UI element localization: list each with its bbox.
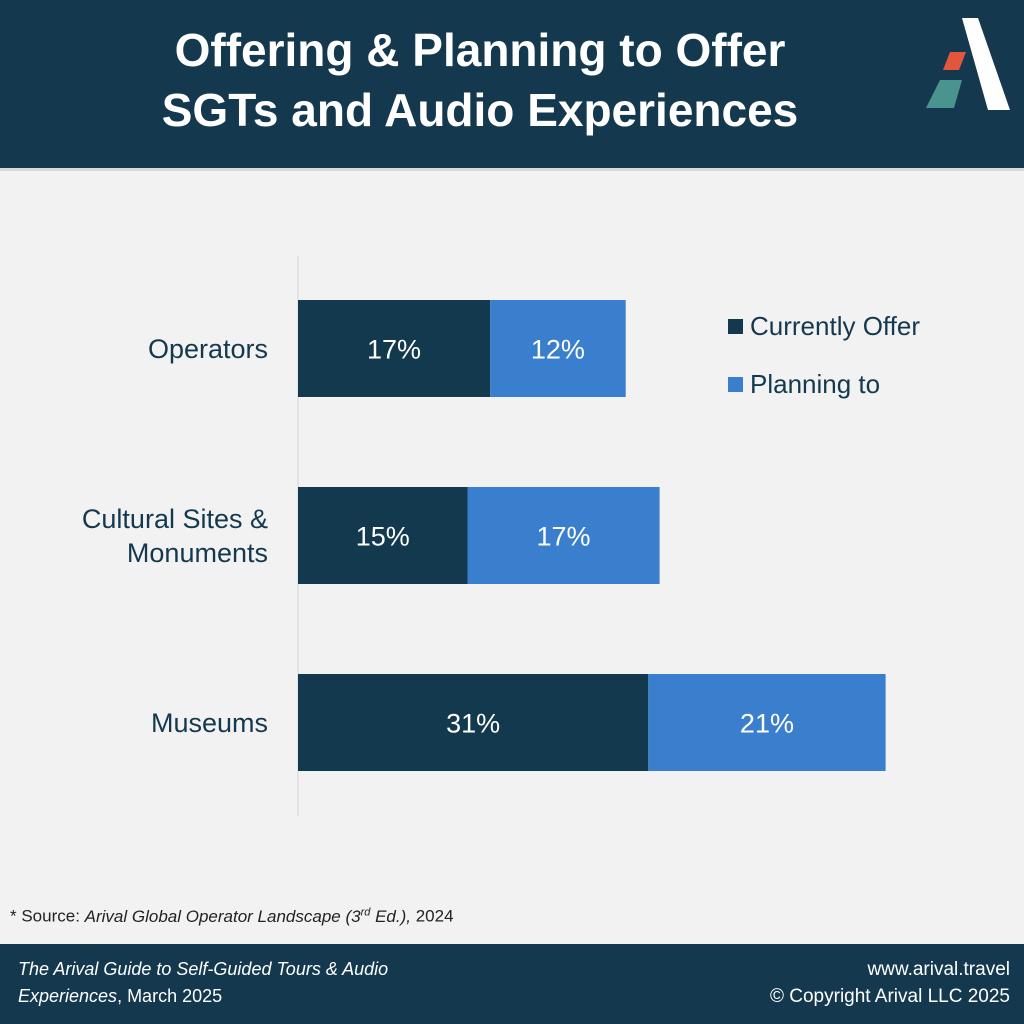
category-label-line: Monuments xyxy=(126,537,268,568)
data-label-planning-to-0: 12% xyxy=(531,335,585,365)
source-title: Arival Global Operator Landscape (3rd Ed… xyxy=(84,906,411,926)
footer-bar: The Arival Guide to Self-Guided Tours & … xyxy=(0,944,1024,1024)
source-note: * Source: Arival Global Operator Landsca… xyxy=(10,906,454,927)
footer-publication: The Arival Guide to Self-Guided Tours & … xyxy=(18,956,488,1010)
source-prefix: * Source: xyxy=(10,906,85,926)
legend-item-planning-to: Planning to xyxy=(728,367,920,401)
footer-guide-title: The Arival Guide to Self-Guided Tours & … xyxy=(18,959,389,1006)
stacked-bar-chart: 17% 12% 15% 17% 31% 21% Operators Cultural Sit… xyxy=(0,171,1024,931)
bar-currently-offer-1 xyxy=(298,487,468,584)
legend-item-currently-offer: Currently Offer xyxy=(728,309,920,343)
footer-copyright: © Copyright Arival LLC 2025 xyxy=(769,986,1010,1007)
bar-currently-offer-0 xyxy=(298,300,491,397)
bar-planning-to-1 xyxy=(467,487,660,584)
category-label-line: Operators xyxy=(147,333,268,364)
source-superscript: rd xyxy=(360,906,371,918)
category-label-line: Museums xyxy=(150,707,268,738)
legend-swatch-planning-to xyxy=(728,376,743,392)
header-banner: Offering & Planning to Offer SGTs and Au… xyxy=(0,0,1024,168)
arival-logo-icon xyxy=(926,18,1010,110)
category-label-line: Cultural Sites & xyxy=(81,503,268,534)
chart-legend: Currently Offer Planning to xyxy=(728,309,920,425)
legend-swatch-currently-offer xyxy=(728,318,743,334)
data-label-currently-offer-2: 31% xyxy=(446,709,500,739)
chart-plot: 17% 12% 15% 17% 31% 21% xyxy=(297,256,886,816)
footer-credits: www.arival.travel © Copyright Arival LLC… xyxy=(770,956,1010,1010)
bar-currently-offer-2 xyxy=(298,674,649,771)
bar-planning-to-0 xyxy=(490,300,626,397)
category-label-1: Cultural Sites & Monuments xyxy=(8,502,268,570)
footer-website-link[interactable]: www.arival.travel xyxy=(867,959,1010,980)
category-label-0: Operators xyxy=(8,332,268,366)
legend-label-planning-to: Planning to xyxy=(750,368,881,399)
data-label-planning-to-2: 21% xyxy=(740,709,794,739)
category-label-2: Museums xyxy=(8,706,268,740)
data-label-currently-offer-0: 17% xyxy=(367,335,421,365)
title-line-2: SGTs and Audio Experiences xyxy=(161,84,799,136)
source-year: 2024 xyxy=(411,906,454,926)
legend-label-currently-offer: Currently Offer xyxy=(750,310,921,341)
data-label-currently-offer-1: 15% xyxy=(356,522,410,552)
footer-date: , March 2025 xyxy=(117,986,223,1006)
page-title: Offering & Planning to Offer SGTs and Au… xyxy=(0,20,960,140)
header-divider xyxy=(0,168,1024,171)
bar-planning-to-2 xyxy=(648,674,886,771)
data-label-planning-to-1: 17% xyxy=(537,522,591,552)
title-line-1: Offering & Planning to Offer xyxy=(174,24,786,76)
